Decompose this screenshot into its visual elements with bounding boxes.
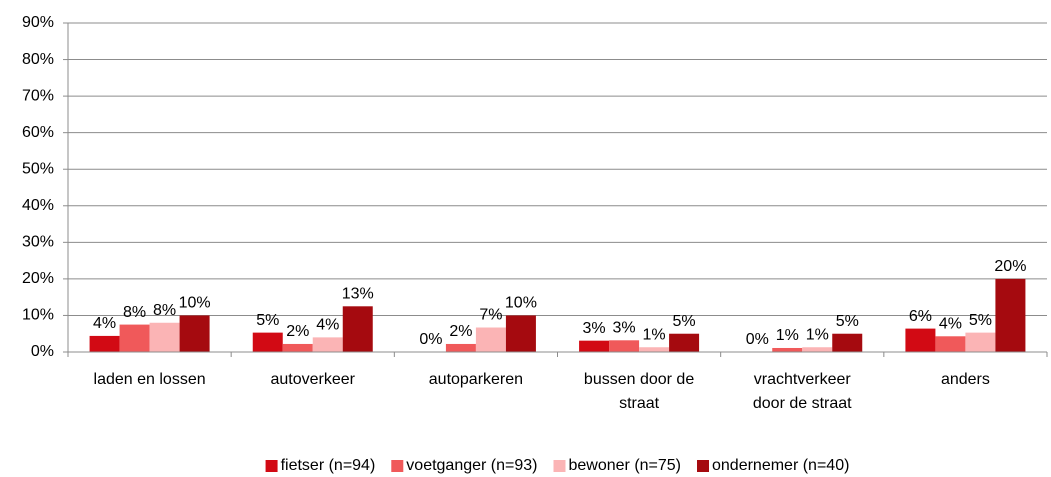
bar	[802, 347, 833, 352]
legend-swatch	[553, 460, 566, 472]
x-tick-label: vrachtverkeer door de straat	[753, 371, 852, 412]
data-label: 4%	[939, 315, 962, 332]
bar	[119, 324, 150, 352]
y-tick-label: 10%	[22, 307, 54, 324]
x-tick-label-line: autoparkeren	[429, 371, 523, 388]
y-tick-label: 50%	[22, 160, 54, 177]
x-tick-label-line: door de straat	[753, 395, 852, 412]
bar	[89, 335, 120, 352]
data-label: 10%	[179, 295, 211, 312]
y-tick-label: 0%	[31, 343, 54, 360]
data-label: 5%	[673, 313, 696, 330]
y-tick-label: 20%	[22, 270, 54, 287]
data-label: 8%	[123, 304, 146, 321]
y-tick-label: 30%	[22, 234, 54, 251]
bar	[475, 327, 506, 352]
bar	[772, 347, 803, 352]
bar	[342, 306, 373, 352]
data-label: 6%	[909, 308, 932, 325]
x-tick-label: anders	[941, 371, 990, 388]
data-label: 3%	[583, 320, 606, 337]
bar	[832, 333, 863, 352]
legend: fietser (n=94) voetganger (n=93) bewoner (…	[265, 457, 849, 474]
legend-swatch	[391, 460, 404, 472]
data-label: 0%	[746, 331, 769, 348]
bar	[179, 315, 210, 352]
bar	[149, 322, 180, 352]
legend-label: bewoner (n=75)	[568, 457, 681, 474]
data-label: 5%	[836, 313, 859, 330]
x-tick-label: bussen door de straat	[584, 371, 694, 412]
y-tick-label: 60%	[22, 124, 54, 141]
legend-label: voetganger (n=93)	[406, 457, 537, 474]
data-label: 4%	[316, 317, 339, 334]
bar	[312, 337, 343, 352]
y-tick-label: 40%	[22, 197, 54, 214]
bar	[505, 315, 536, 352]
data-label: 2%	[286, 323, 309, 340]
x-tick-label-line: laden en lossen	[94, 371, 206, 388]
data-label: 5%	[256, 312, 279, 329]
bar	[445, 343, 476, 352]
x-tick-label-line: bussen door de	[584, 371, 694, 388]
data-label: 20%	[994, 258, 1026, 275]
data-label: 2%	[449, 323, 472, 340]
legend-swatch	[265, 460, 278, 472]
bar	[995, 278, 1026, 352]
bar	[252, 332, 283, 352]
data-label: 13%	[342, 286, 374, 303]
x-tick-label-line: anders	[941, 371, 990, 388]
x-tick-label-line: autoverkeer	[271, 371, 356, 388]
bar	[935, 336, 966, 352]
bar	[669, 333, 700, 352]
x-tick-label: autoparkeren	[429, 371, 523, 388]
x-tick-label: autoverkeer	[271, 371, 356, 388]
bar	[639, 347, 670, 352]
data-label: 1%	[643, 326, 666, 343]
y-tick-label: 70%	[22, 87, 54, 104]
data-label: 4%	[93, 315, 116, 332]
data-label: 10%	[505, 295, 537, 312]
x-tick-label: laden en lossen	[94, 371, 206, 388]
legend-label: fietser (n=94)	[281, 457, 376, 474]
bar	[905, 328, 936, 352]
data-label: 5%	[969, 312, 992, 329]
legend-label: ondernemer (n=40)	[712, 457, 849, 474]
bar	[579, 340, 610, 352]
data-label: 1%	[806, 326, 829, 343]
y-tick-label: 90%	[22, 14, 54, 31]
bar	[609, 340, 640, 352]
y-tick-label: 80%	[22, 51, 54, 68]
x-tick-label-line: vrachtverkeer	[754, 371, 852, 388]
x-tick-label-line: straat	[619, 395, 660, 412]
data-label: 3%	[613, 320, 636, 337]
bar	[282, 343, 313, 352]
legend-swatch	[697, 460, 710, 472]
data-label: 1%	[776, 327, 799, 344]
data-label: 8%	[153, 302, 176, 319]
data-label: 0%	[419, 331, 442, 348]
data-label: 7%	[479, 307, 502, 324]
bar	[965, 332, 996, 352]
